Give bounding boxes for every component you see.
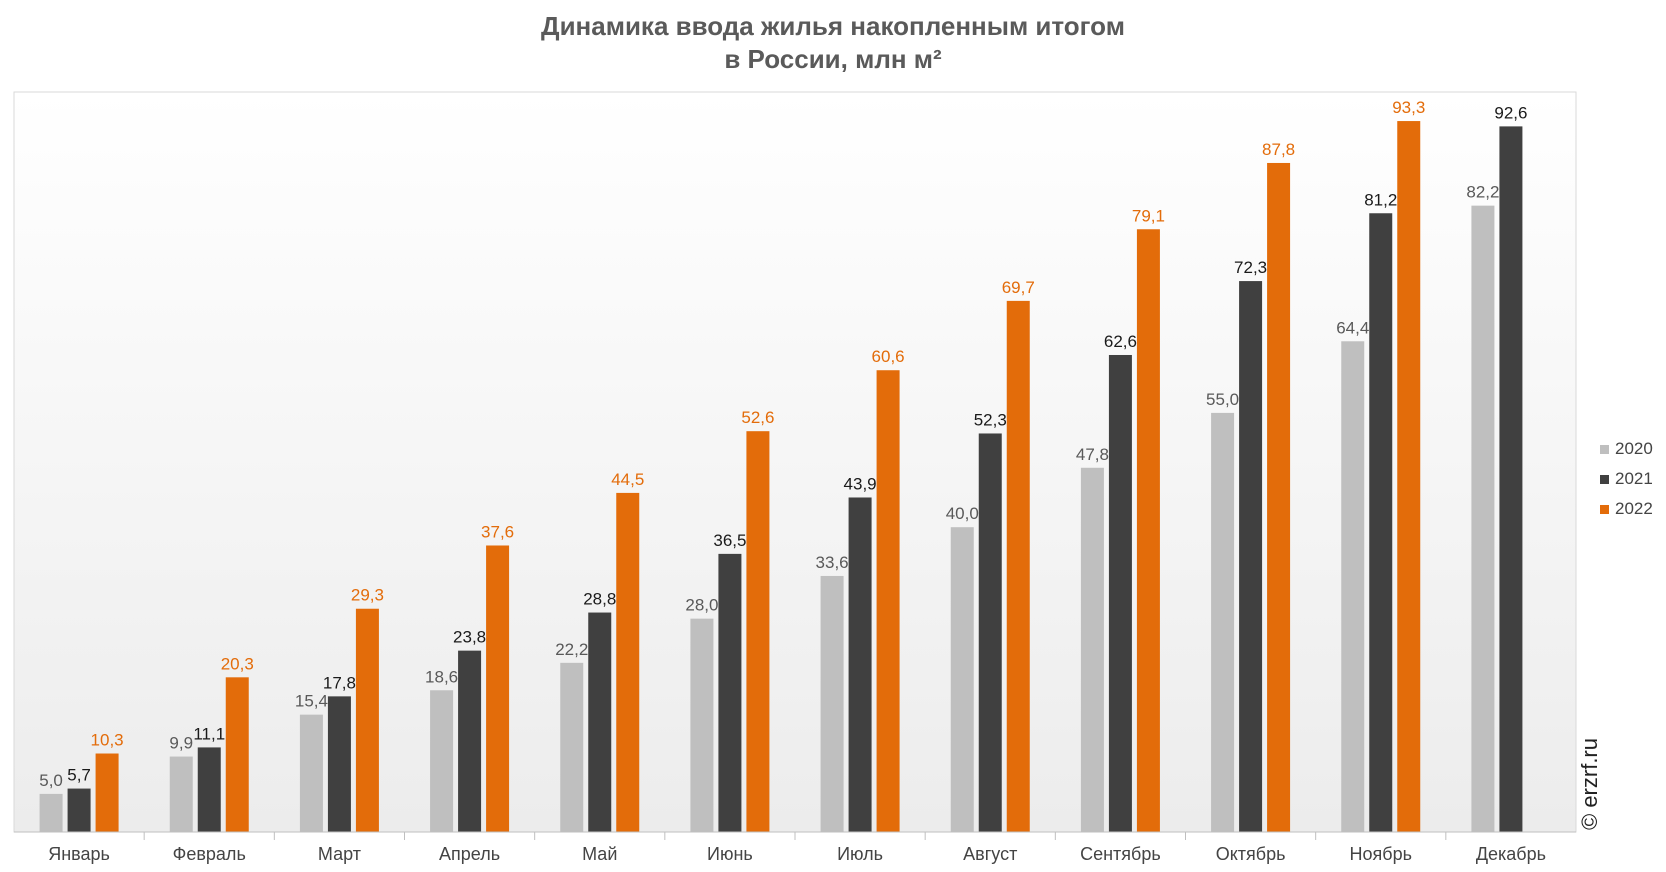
- data-label-2021: 28,8: [583, 590, 616, 609]
- bar-2022: [1136, 229, 1160, 832]
- bar-2021: [1239, 281, 1263, 833]
- bar-2022: [876, 370, 900, 832]
- bar-2021: [588, 612, 612, 832]
- data-label-2022: 87,8: [1262, 140, 1295, 159]
- bar-2020: [430, 690, 454, 832]
- data-label-2021: 11,1: [193, 724, 225, 743]
- bar-2020: [1080, 467, 1104, 832]
- data-label-2022: 44,5: [611, 470, 644, 489]
- data-label-2020: 33,6: [816, 553, 849, 572]
- data-label-2020: 15,4: [295, 692, 328, 711]
- data-label-2020: 40,0: [946, 504, 979, 523]
- data-label-2021: 36,5: [713, 531, 746, 550]
- data-label-2020: 18,6: [425, 667, 458, 686]
- bar-2022: [225, 677, 249, 832]
- x-tick-label: Май: [582, 844, 617, 864]
- legend-label: 2021: [1615, 469, 1653, 488]
- x-tick-label: Март: [318, 844, 361, 864]
- bar-2022: [486, 545, 510, 832]
- x-tick-label: Август: [963, 844, 1017, 864]
- bar-2020: [299, 714, 323, 832]
- x-tick-label: Февраль: [173, 844, 246, 864]
- data-label-2021: 17,8: [323, 673, 356, 692]
- bar-2020: [560, 662, 584, 832]
- data-label-2020: 5,0: [39, 771, 63, 790]
- bar-2021: [718, 553, 742, 832]
- bar-2021: [848, 497, 872, 832]
- credit-text: © erzrf.ru: [1577, 738, 1602, 830]
- data-label-2020: 28,0: [685, 596, 718, 615]
- bar-2021: [1369, 213, 1393, 833]
- bar-2022: [746, 431, 770, 832]
- bar-2021: [1108, 354, 1132, 832]
- bar-2021: [458, 650, 482, 832]
- legend-swatch: [1600, 444, 1609, 454]
- x-tick-label: Июль: [837, 844, 883, 864]
- x-tick-label: Октябрь: [1216, 844, 1286, 864]
- x-tick-label: Апрель: [439, 844, 500, 864]
- bar-2020: [820, 575, 844, 832]
- data-label-2020: 64,4: [1336, 318, 1369, 337]
- x-tick-label: Ноябрь: [1350, 844, 1412, 864]
- bar-2022: [95, 753, 119, 832]
- legend-swatch: [1600, 474, 1609, 484]
- data-label-2020: 82,2: [1466, 183, 1499, 202]
- data-label-2022: 10,3: [91, 731, 124, 750]
- data-label-2022: 52,6: [741, 408, 774, 427]
- legend-label: 2022: [1615, 499, 1653, 518]
- chart-title-line1: Динамика ввода жилья накопленным итогом: [541, 11, 1125, 41]
- data-label-2022: 79,1: [1132, 206, 1165, 225]
- data-label-2021: 92,6: [1494, 103, 1527, 122]
- bar-2022: [1006, 300, 1030, 832]
- bar-2021: [1499, 126, 1523, 832]
- legend-label: 2020: [1615, 439, 1653, 458]
- bar-2020: [950, 527, 974, 832]
- bar-2022: [1397, 121, 1421, 832]
- bar-2020: [1211, 412, 1235, 832]
- bar-2021: [327, 696, 351, 832]
- bar-2021: [978, 433, 1002, 832]
- data-label-2020: 47,8: [1076, 445, 1109, 464]
- data-label-2021: 43,9: [844, 474, 877, 493]
- data-label-2021: 5,7: [67, 766, 91, 785]
- bar-2020: [169, 756, 193, 832]
- data-label-2022: 37,6: [481, 522, 514, 541]
- data-label-2020: 9,9: [169, 734, 193, 753]
- data-label-2021: 23,8: [453, 628, 486, 647]
- data-label-2022: 20,3: [221, 654, 254, 673]
- data-label-2020: 22,2: [555, 640, 588, 659]
- bar-2021: [197, 747, 221, 832]
- chart-title: Динамика ввода жилья накопленным итогом …: [0, 10, 1666, 76]
- data-label-2021: 52,3: [974, 410, 1007, 429]
- plot-area: [13, 91, 1577, 833]
- x-tick-label: Июнь: [707, 844, 753, 864]
- legend-item-2021: 2021: [1600, 464, 1653, 494]
- data-label-2021: 81,2: [1364, 190, 1397, 209]
- bar-2022: [616, 492, 640, 832]
- data-label-2021: 72,3: [1234, 258, 1267, 277]
- bar-2022: [355, 608, 379, 832]
- data-label-2022: 93,3: [1392, 98, 1425, 117]
- bar-2021: [67, 788, 91, 832]
- legend: 2020 2021 2022: [1600, 434, 1653, 524]
- bar-2020: [690, 618, 714, 832]
- data-label-2020: 55,0: [1206, 390, 1239, 409]
- legend-item-2022: 2022: [1600, 494, 1653, 524]
- bar-2022: [1267, 162, 1291, 833]
- x-tick-label: Сентябрь: [1080, 844, 1161, 864]
- data-label-2022: 60,6: [872, 347, 905, 366]
- data-label-2021: 62,6: [1104, 332, 1137, 351]
- legend-item-2020: 2020: [1600, 434, 1653, 464]
- chart-title-line2: в России, млн м²: [724, 44, 942, 74]
- bar-2020: [39, 793, 63, 832]
- data-label-2022: 69,7: [1002, 278, 1035, 297]
- bar-2020: [1471, 205, 1495, 833]
- legend-swatch: [1600, 504, 1609, 514]
- bar-2020: [1341, 341, 1365, 832]
- x-tick-label: Декабрь: [1476, 844, 1546, 864]
- x-tick-label: Январь: [48, 844, 110, 864]
- data-label-2022: 29,3: [351, 586, 384, 605]
